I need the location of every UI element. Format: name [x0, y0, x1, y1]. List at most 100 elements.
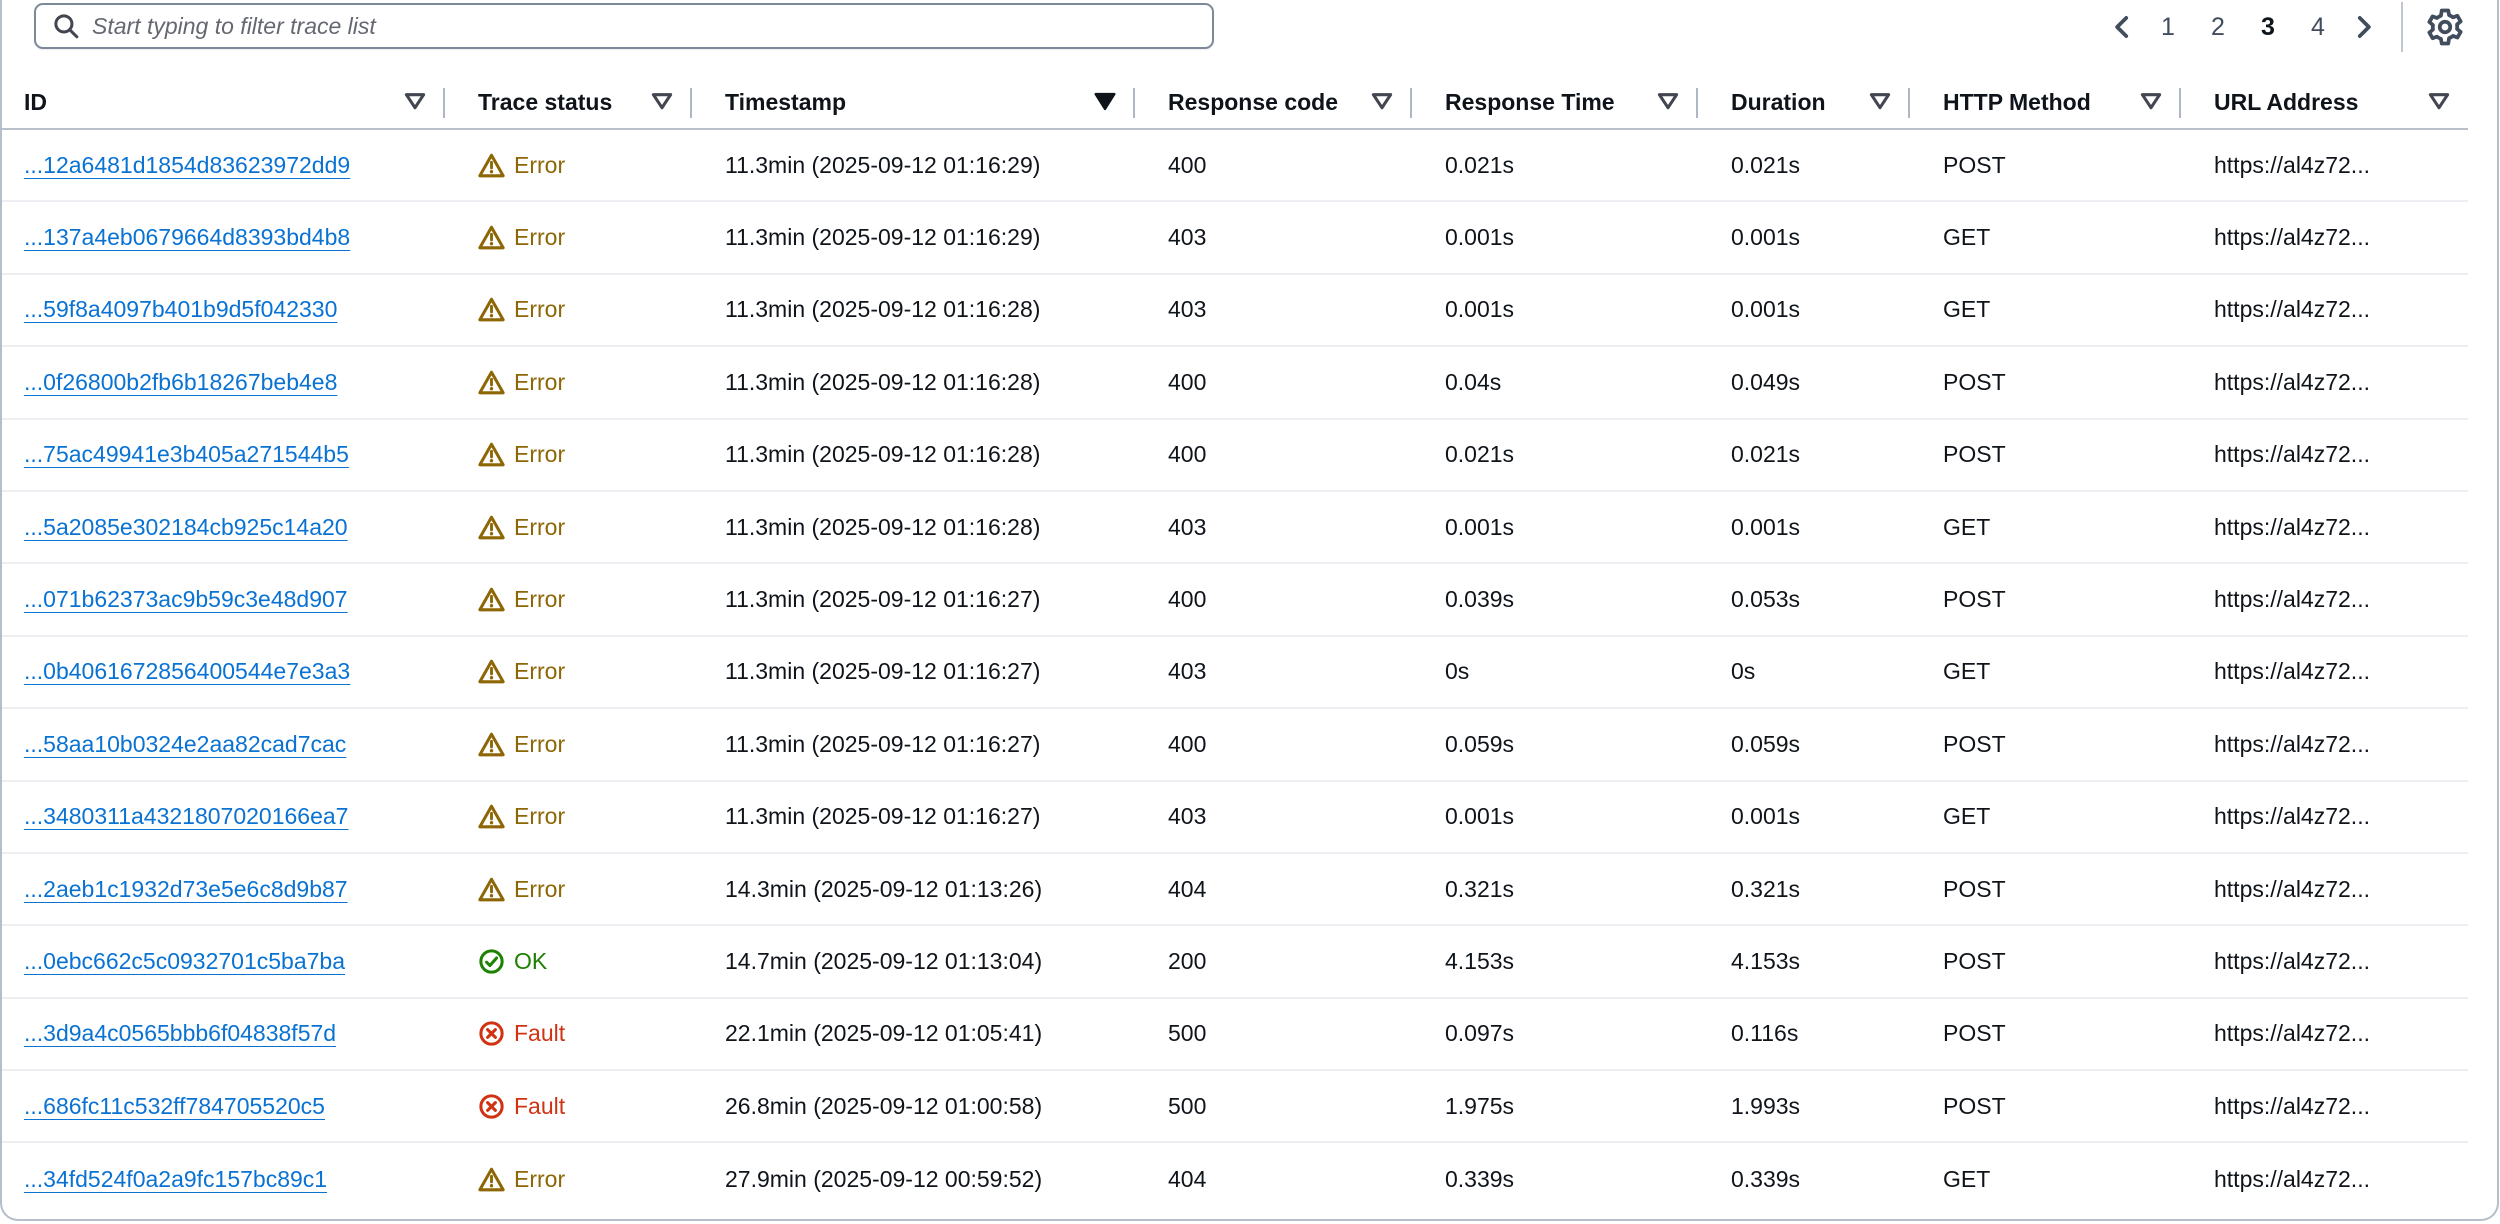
timestamp-cell: 11.3min (2025-09-12 01:16:27) — [725, 586, 1041, 613]
duration-cell: 0.053s — [1731, 586, 1801, 613]
trace-status-cell: Error — [444, 803, 691, 830]
url-address-cell: https://al4z72... — [2214, 1166, 2370, 1193]
filter-dropdown-icon[interactable] — [1655, 89, 1681, 115]
gear-icon — [2427, 8, 2463, 46]
trace-id-link[interactable]: ...58aa10b0324e2aa82cad7cac — [24, 730, 347, 757]
url-address-cell: https://al4z72... — [2214, 1020, 2370, 1047]
prev-page-button[interactable] — [2101, 2, 2143, 52]
trace-status-cell: Error — [444, 876, 691, 903]
trace-id-cell: ...5a2085e302184cb925c14a20 — [2, 514, 444, 541]
duration-cell: 0.001s — [1731, 296, 1801, 323]
page-button-1[interactable]: 1 — [2147, 2, 2189, 52]
timestamp-cell: 11.3min (2025-09-12 01:16:28) — [725, 441, 1041, 468]
trace-id-link[interactable]: ...137a4eb0679664d8393bd4b8 — [24, 224, 351, 251]
url-address-cell: https://al4z72... — [2214, 441, 2370, 468]
filter-dropdown-icon[interactable] — [1369, 89, 1395, 115]
fault-x-circle-icon — [478, 1020, 505, 1047]
timestamp-cell: 11.3min (2025-09-12 01:16:27) — [725, 730, 1041, 757]
trace-id-link[interactable]: ...0f26800b2fb6b18267beb4e8 — [24, 368, 338, 395]
trace-id-link[interactable]: ...071b62373ac9b59c3e48d907 — [24, 586, 348, 613]
trace-id-cell: ...137a4eb0679664d8393bd4b8 — [2, 224, 444, 251]
preferences-button[interactable] — [2419, 1, 2471, 53]
table-row: ...2aeb1c1932d73e5e6c8d9b87 Error 14.3min … — [2, 854, 2468, 927]
column-header-url-address[interactable]: URL Address — [2180, 76, 2468, 128]
trace-filter-search[interactable] — [34, 3, 1214, 49]
fault-x-circle-icon — [478, 1093, 505, 1120]
url-address-cell: https://al4z72... — [2214, 151, 2370, 178]
trace-id-link[interactable]: ...59f8a4097b401b9d5f042330 — [24, 296, 338, 323]
trace-id-link[interactable]: ...3d9a4c0565bbb6f04838f57d — [24, 1020, 337, 1047]
trace-status-cell: Error — [444, 514, 691, 541]
column-header-response-time[interactable]: Response Time — [1411, 76, 1698, 128]
page-button-3[interactable]: 3 — [2247, 2, 2289, 52]
warning-triangle-icon — [478, 296, 505, 323]
filter-dropdown-icon[interactable] — [2426, 89, 2452, 115]
page-button-4[interactable]: 4 — [2297, 2, 2339, 52]
status-label: Error — [514, 151, 566, 178]
url-address-cell: https://al4z72... — [2214, 1092, 2370, 1119]
timestamp-cell: 11.3min (2025-09-12 01:16:27) — [725, 658, 1041, 685]
trace-id-link[interactable]: ...2aeb1c1932d73e5e6c8d9b87 — [24, 875, 348, 902]
table-row: ...0f26800b2fb6b18267beb4e8 Error 11.3min … — [2, 347, 2468, 420]
filter-dropdown-icon[interactable] — [402, 89, 428, 115]
url-address-cell: https://al4z72... — [2214, 368, 2370, 395]
response-time-cell: 1.975s — [1445, 1092, 1515, 1119]
response-time-cell: 0.001s — [1445, 296, 1515, 323]
timestamp-cell: 11.3min (2025-09-12 01:16:28) — [725, 296, 1041, 323]
trace-status-cell: Error — [444, 1166, 691, 1193]
trace-id-link[interactable]: ...0b4061672856400544e7e3a3 — [24, 658, 351, 685]
table-row: ...3d9a4c0565bbb6f04838f57d Fault 22.1min … — [2, 999, 2468, 1072]
trace-status-cell: Error — [444, 441, 691, 468]
search-input[interactable] — [92, 12, 1196, 40]
warning-triangle-icon — [478, 514, 505, 541]
filter-dropdown-icon[interactable] — [2138, 89, 2164, 115]
filter-dropdown-icon[interactable] — [1867, 89, 1893, 115]
column-label: Response code — [1168, 88, 1338, 115]
trace-status-cell: Error — [444, 296, 691, 323]
trace-id-cell: ...12a6481d1854d83623972dd9 — [2, 152, 444, 179]
status-label: Error — [514, 586, 566, 613]
column-header-trace-status[interactable]: Trace status — [444, 76, 692, 128]
trace-id-cell: ...0b4061672856400544e7e3a3 — [2, 658, 444, 685]
trace-id-link[interactable]: ...12a6481d1854d83623972dd9 — [24, 151, 351, 178]
page-button-2[interactable]: 2 — [2197, 2, 2239, 52]
column-header-id[interactable]: ID — [2, 76, 445, 128]
filter-dropdown-icon[interactable] — [649, 89, 675, 115]
duration-cell: 0.321s — [1731, 875, 1801, 902]
response-code-cell: 403 — [1168, 658, 1207, 685]
warning-triangle-icon — [478, 731, 505, 758]
trace-id-cell: ...34fd524f0a2a9fc157bc89c1 — [2, 1166, 444, 1193]
warning-triangle-icon — [478, 876, 505, 903]
duration-cell: 0.021s — [1731, 151, 1801, 178]
trace-id-link[interactable]: ...75ac49941e3b405a271544b5 — [24, 441, 349, 468]
url-address-cell: https://al4z72... — [2214, 296, 2370, 323]
duration-cell: 0.059s — [1731, 730, 1801, 757]
url-address-cell: https://al4z72... — [2214, 586, 2370, 613]
table-row: ...5a2085e302184cb925c14a20 Error 11.3min … — [2, 492, 2468, 565]
url-address-cell: https://al4z72... — [2214, 224, 2370, 251]
timestamp-cell: 11.3min (2025-09-12 01:16:29) — [725, 151, 1041, 178]
status-label: Fault — [514, 1020, 566, 1047]
table-row: ...59f8a4097b401b9d5f042330 Error 11.3min … — [2, 275, 2468, 348]
http-method-cell: POST — [1943, 586, 2006, 613]
column-header-duration[interactable]: Duration — [1697, 76, 1910, 128]
http-method-cell: POST — [1943, 1020, 2006, 1047]
trace-id-link[interactable]: ...686fc11c532ff784705520c5 — [24, 1092, 325, 1119]
column-header-response-code[interactable]: Response code — [1134, 76, 1412, 128]
response-code-cell: 400 — [1168, 586, 1207, 613]
column-header-http-method[interactable]: HTTP Method — [1909, 76, 2181, 128]
url-address-cell: https://al4z72... — [2214, 803, 2370, 830]
trace-id-cell: ...2aeb1c1932d73e5e6c8d9b87 — [2, 876, 444, 903]
trace-id-cell: ...58aa10b0324e2aa82cad7cac — [2, 731, 444, 758]
trace-id-link[interactable]: ...3480311a4321807020166ea7 — [24, 803, 349, 830]
next-page-button[interactable] — [2343, 2, 2385, 52]
trace-id-link[interactable]: ...34fd524f0a2a9fc157bc89c1 — [24, 1166, 328, 1193]
response-code-cell: 500 — [1168, 1092, 1207, 1119]
trace-id-cell: ...0ebc662c5c0932701c5ba7ba — [2, 948, 444, 975]
trace-id-link[interactable]: ...5a2085e302184cb925c14a20 — [24, 513, 348, 540]
response-code-cell: 404 — [1168, 875, 1207, 902]
http-method-cell: GET — [1943, 296, 1991, 323]
column-header-timestamp[interactable]: Timestamp — [691, 76, 1135, 128]
trace-id-link[interactable]: ...0ebc662c5c0932701c5ba7ba — [24, 947, 346, 974]
filter-dropdown-icon[interactable] — [1092, 89, 1118, 115]
